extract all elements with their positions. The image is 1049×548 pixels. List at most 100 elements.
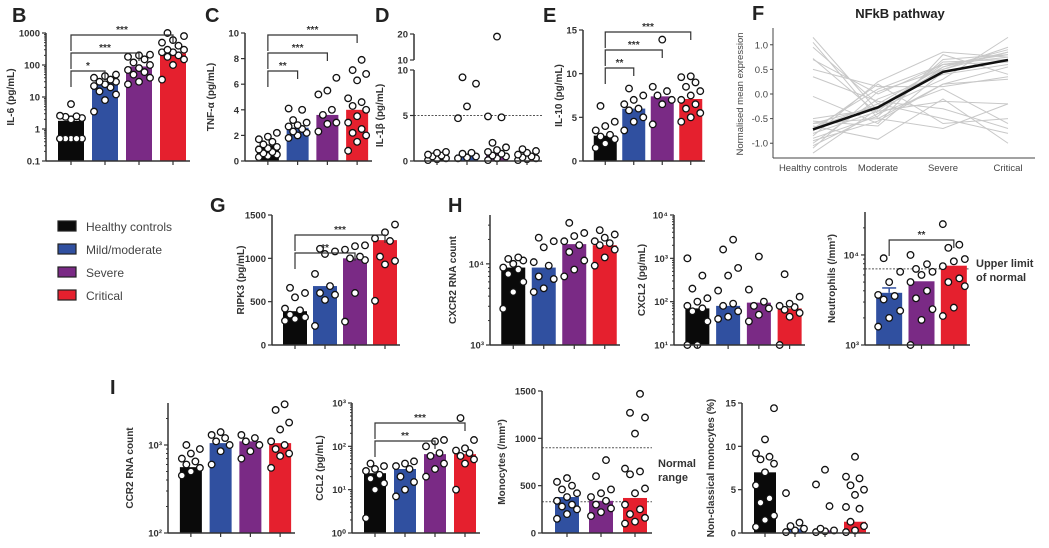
data-point — [484, 112, 492, 121]
reference-annotation: Normal — [658, 458, 696, 470]
data-point — [351, 289, 359, 297]
data-point — [928, 267, 937, 276]
data-point — [442, 147, 450, 156]
data-point — [944, 278, 953, 287]
data-point — [391, 256, 399, 265]
data-point — [56, 111, 64, 120]
bar-healthy — [685, 308, 710, 345]
data-point — [362, 105, 371, 114]
data-point — [580, 256, 589, 265]
data-point — [129, 58, 138, 67]
y-tick-label: 10⁴ — [653, 211, 669, 222]
data-point — [375, 470, 384, 479]
data-point — [563, 510, 571, 519]
legend: Healthy controls Mild/moderate Severe Criti… — [57, 220, 172, 303]
data-point — [95, 77, 104, 86]
data-point — [316, 289, 324, 297]
data-point — [158, 75, 166, 84]
data-point — [610, 117, 619, 126]
data-point — [424, 150, 432, 159]
data-point — [357, 125, 366, 133]
data-point — [765, 494, 774, 503]
data-point — [648, 82, 657, 91]
data-point — [380, 479, 388, 488]
significance-label: *** — [334, 225, 346, 236]
data-point — [800, 524, 808, 533]
data-point — [259, 140, 268, 149]
gene-line — [812, 54, 1009, 139]
data-point — [344, 118, 353, 127]
significance-label: ** — [401, 431, 409, 442]
data-point — [714, 286, 723, 295]
y-axis-title: CCR2 RNA count — [125, 427, 136, 509]
data-point — [341, 317, 349, 326]
data-point — [140, 68, 149, 77]
significance-label: ** — [918, 230, 926, 241]
data-point — [610, 245, 619, 254]
data-point — [842, 528, 850, 537]
data-point — [376, 252, 384, 261]
data-point — [639, 91, 648, 100]
data-point — [146, 61, 154, 69]
data-point — [458, 149, 467, 158]
data-point — [177, 471, 186, 480]
data-point — [686, 113, 695, 122]
data-point — [381, 260, 389, 269]
data-point — [272, 128, 281, 137]
data-point — [216, 428, 225, 437]
panel-h1: H 10³ 10⁴ CXCR2 RNA count — [448, 195, 620, 352]
data-point — [221, 434, 230, 442]
data-point — [112, 90, 120, 99]
bar-mild — [394, 468, 416, 533]
data-point — [237, 454, 246, 463]
panel-letter: D — [375, 5, 389, 27]
y-tick-label: 10¹ — [654, 341, 668, 352]
significance-bracket — [604, 67, 635, 84]
y-tick-label: 10³ — [470, 341, 484, 352]
data-point — [348, 128, 357, 137]
y-tick-label: 0 — [403, 157, 408, 168]
data-point — [346, 254, 354, 263]
data-point — [563, 493, 571, 501]
data-point — [454, 114, 462, 123]
data-point — [626, 408, 634, 417]
data-point — [433, 148, 441, 157]
gene-line — [812, 103, 1009, 129]
data-point — [362, 514, 370, 523]
data-point — [691, 100, 700, 109]
y-axis-title: Non-classical monocytes (%) — [706, 399, 717, 537]
data-point — [885, 278, 894, 287]
data-point — [629, 95, 638, 104]
x-tick-label: Critical — [993, 163, 1022, 174]
data-point — [426, 451, 435, 460]
data-point — [293, 121, 302, 130]
data-point — [284, 104, 293, 113]
data-point — [366, 459, 375, 468]
data-point — [135, 77, 143, 86]
data-point — [341, 245, 349, 254]
significance-label: *** — [116, 25, 128, 36]
data-point — [812, 480, 820, 489]
data-point — [371, 296, 379, 305]
y-tick-label: 10³ — [148, 440, 162, 451]
data-point — [663, 87, 671, 96]
gene-line — [812, 68, 1009, 88]
data-point — [795, 308, 804, 317]
panel-h2: 10¹ 10² 10³ 10⁴ CXCL2 (pg/mL) — [637, 211, 805, 352]
data-point — [636, 505, 644, 514]
data-point — [592, 472, 600, 481]
data-point — [842, 472, 850, 481]
data-point — [658, 100, 667, 109]
data-point — [90, 73, 98, 82]
data-point — [590, 237, 599, 246]
data-point — [744, 285, 753, 294]
data-point — [163, 45, 172, 54]
data-point — [504, 254, 513, 263]
data-point — [351, 242, 359, 251]
data-point — [729, 235, 738, 244]
data-point — [518, 145, 527, 154]
data-point — [380, 462, 388, 471]
chart-title: NFkB pathway — [855, 6, 945, 21]
data-point — [553, 496, 561, 505]
y-tick-label: 0 — [731, 529, 736, 540]
